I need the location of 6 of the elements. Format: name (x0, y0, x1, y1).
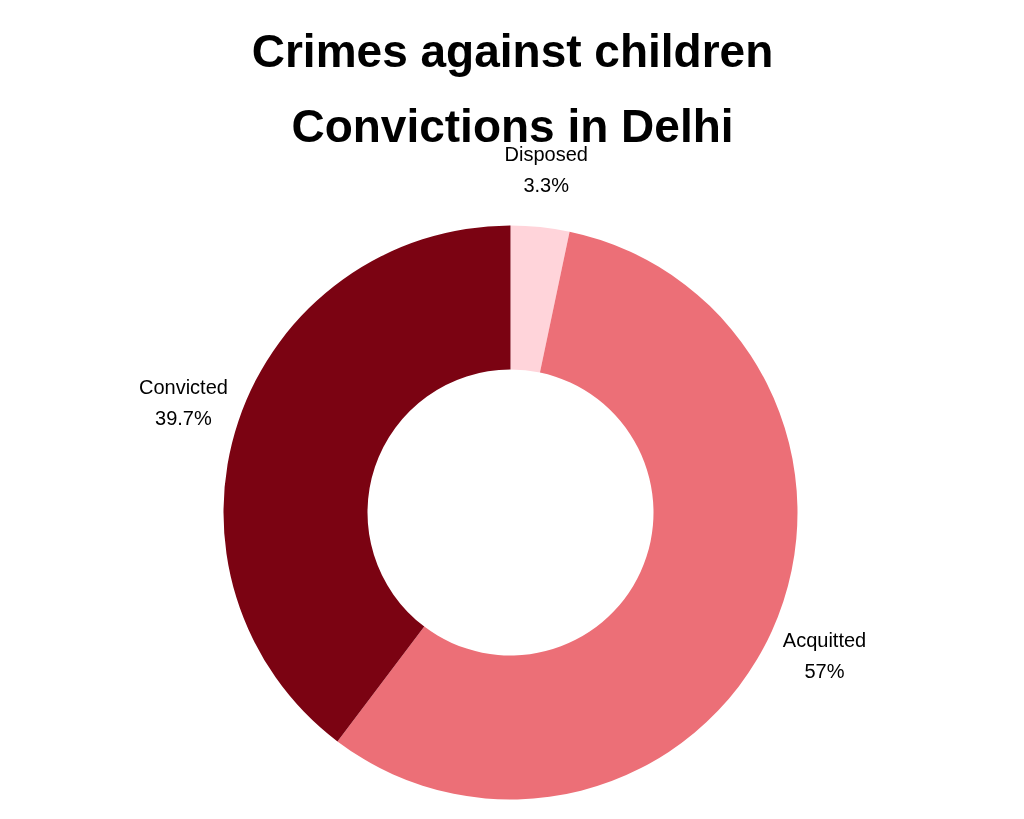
slice-label: Acquitted (782, 629, 867, 652)
data-label: 57% (804, 659, 845, 682)
data-label: 39.7% (155, 407, 212, 430)
slice-label: Convicted (138, 376, 228, 399)
chart-title: Crimes against children (251, 24, 774, 77)
data-label: 3.3% (523, 173, 570, 196)
